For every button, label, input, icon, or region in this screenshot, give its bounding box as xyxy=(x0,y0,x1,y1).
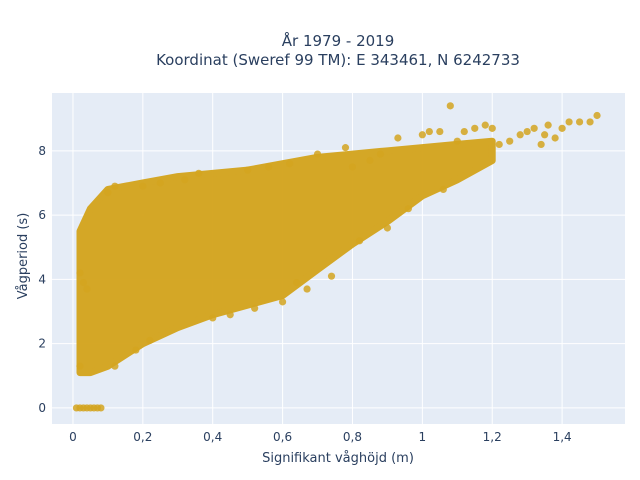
data-point xyxy=(383,224,392,232)
data-point xyxy=(436,127,444,136)
y-tick-label: 2 xyxy=(38,337,46,351)
data-point xyxy=(355,237,364,245)
data-point xyxy=(195,169,203,177)
data-point xyxy=(530,124,538,132)
data-point xyxy=(565,118,573,126)
chart-subtitle: Koordinat (Sweref 99 TM): E 343461, N 62… xyxy=(156,51,520,69)
y-tick-label: 6 xyxy=(38,208,46,222)
data-point xyxy=(586,118,594,126)
data-point xyxy=(593,111,601,120)
x-tick-label: 1,2 xyxy=(483,430,502,444)
data-points xyxy=(72,102,601,412)
y-tick-label: 8 xyxy=(38,144,46,158)
y-tick-label: 0 xyxy=(38,401,46,415)
data-point xyxy=(251,304,259,312)
data-point xyxy=(265,163,273,171)
data-point xyxy=(146,336,154,345)
x-tick-label: 0,2 xyxy=(133,430,152,444)
data-point xyxy=(506,137,514,145)
data-point xyxy=(285,160,294,168)
chart-title: År 1979 - 2019 xyxy=(282,31,395,50)
y-axis-ticks: 0 2 4 6 8 xyxy=(38,144,46,415)
x-tick-label: 1,4 xyxy=(553,430,572,444)
data-point xyxy=(278,298,287,306)
data-point xyxy=(111,182,119,190)
data-point xyxy=(97,404,105,412)
data-point xyxy=(244,166,252,174)
data-point xyxy=(348,163,357,171)
data-point xyxy=(292,279,301,287)
data-point xyxy=(471,124,479,132)
data-point xyxy=(156,179,164,187)
data-point xyxy=(481,121,489,129)
y-axis-label: Vågperiod (s) xyxy=(16,213,31,300)
data-point xyxy=(181,176,189,184)
data-point xyxy=(453,137,461,145)
data-point xyxy=(446,102,454,110)
data-point xyxy=(488,124,496,132)
data-point xyxy=(111,362,119,370)
data-point xyxy=(341,144,350,152)
data-point xyxy=(79,279,88,287)
data-point xyxy=(541,131,549,139)
data-point xyxy=(104,189,112,197)
x-tick-label: 0 xyxy=(69,430,77,444)
x-axis-ticks: 0 0,2 0,4 0,6 0,8 1 1,2 1,4 xyxy=(69,430,572,444)
data-point xyxy=(460,127,468,136)
y-tick-label: 4 xyxy=(38,272,46,286)
data-point xyxy=(558,124,566,132)
data-point xyxy=(303,285,311,293)
data-point xyxy=(376,150,385,158)
data-point xyxy=(551,134,559,142)
x-tick-label: 1 xyxy=(419,430,427,444)
data-point xyxy=(439,185,447,194)
data-point xyxy=(516,131,524,139)
data-point xyxy=(76,269,84,277)
data-point xyxy=(537,140,545,149)
x-tick-label: 0,8 xyxy=(343,430,362,444)
x-tick-label: 0,4 xyxy=(203,430,222,444)
data-point xyxy=(76,362,84,370)
data-point xyxy=(313,150,322,158)
data-point xyxy=(523,127,531,136)
data-point xyxy=(495,140,503,149)
data-point xyxy=(366,156,374,165)
x-axis-label: Signifikant våghöjd (m) xyxy=(262,451,414,466)
data-point xyxy=(418,131,426,139)
data-point xyxy=(327,272,336,280)
data-point xyxy=(404,205,412,213)
data-point xyxy=(575,118,584,126)
data-point xyxy=(83,285,91,293)
x-tick-label: 0,6 xyxy=(273,430,292,444)
data-point xyxy=(544,121,552,129)
data-point xyxy=(209,314,217,322)
data-point xyxy=(139,182,147,190)
data-point xyxy=(425,127,433,136)
data-point xyxy=(226,311,234,319)
data-point xyxy=(394,134,402,142)
data-point xyxy=(132,346,140,354)
